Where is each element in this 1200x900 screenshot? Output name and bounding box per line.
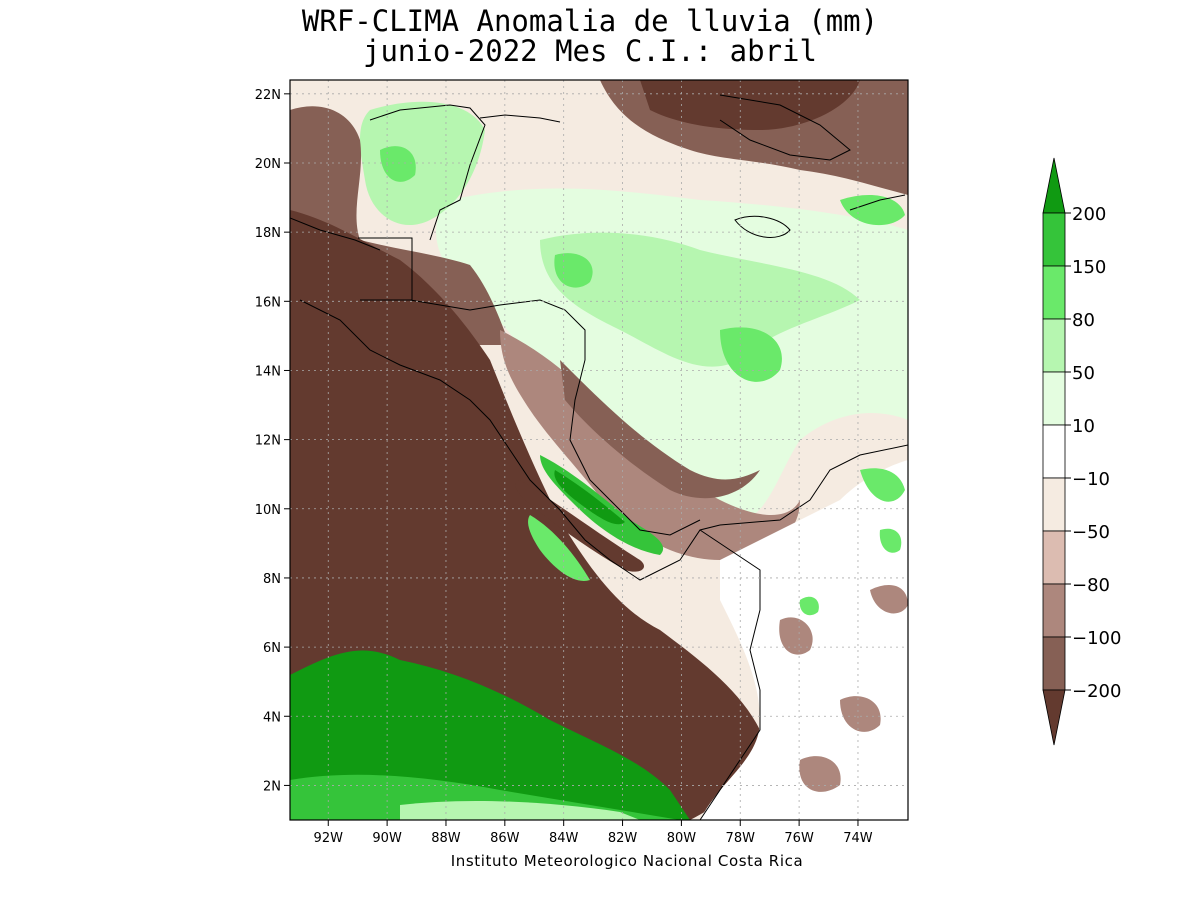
map-title: WRF-CLIMA Anomalia de lluvia (mm) xyxy=(301,4,879,38)
lat-tick-label: 14N xyxy=(255,364,281,379)
legend-level-label: −80 xyxy=(1072,575,1110,596)
longitude-axis: 92W 90W 88W 86W 84W 82W 80W 78W 76W 74W xyxy=(314,820,873,846)
map-frame xyxy=(289,79,909,821)
legend-swatch xyxy=(1042,583,1066,638)
grid-lines xyxy=(290,80,908,820)
lon-tick-label: 92W xyxy=(314,831,344,846)
lon-tick-label: 86W xyxy=(490,831,520,846)
coastlines xyxy=(290,94,908,820)
legend-swatch xyxy=(1042,424,1066,479)
legend-level-label: −10 xyxy=(1072,469,1110,490)
lat-tick-label: 8N xyxy=(263,572,281,587)
legend-level-label: −50 xyxy=(1072,522,1110,543)
lon-tick-label: 76W xyxy=(784,831,814,846)
legend-swatch xyxy=(1042,689,1066,746)
legend-swatch xyxy=(1042,318,1066,373)
legend-swatch xyxy=(1042,157,1066,214)
lon-tick-label: 90W xyxy=(372,831,402,846)
legend-swatch xyxy=(1042,636,1066,691)
southern-light-edge xyxy=(400,800,640,820)
legend-level-label: −100 xyxy=(1072,628,1121,649)
legend-swatch xyxy=(1042,530,1066,585)
legend-swatch xyxy=(1042,265,1066,320)
lat-tick-label: 18N xyxy=(255,226,281,241)
legend-level-label: 150 xyxy=(1072,257,1106,278)
legend-level-label: 10 xyxy=(1072,416,1095,437)
lat-tick-label: 4N xyxy=(263,710,281,725)
colombia-wet-patches xyxy=(799,468,905,616)
map-subtitle: junio-2022 Mes C.I.: abril xyxy=(363,34,817,68)
latitude-axis: 2N 4N 6N 8N 10N 12N 14N 16N 18N 20N 22N xyxy=(255,88,290,794)
costa-rica-dry-strip xyxy=(515,480,645,572)
legend-swatch xyxy=(1042,212,1066,267)
east-coast-dry xyxy=(560,360,760,499)
lat-tick-label: 16N xyxy=(255,295,281,310)
lon-tick-label: 80W xyxy=(667,831,697,846)
anomaly-field xyxy=(290,80,908,820)
costa-rica-wet-core xyxy=(554,470,625,525)
legend-swatch xyxy=(1042,371,1066,426)
legend-level-label: 80 xyxy=(1072,310,1095,331)
lon-tick-label: 84W xyxy=(549,831,579,846)
legend-level-label: 200 xyxy=(1072,204,1106,225)
lon-tick-label: 82W xyxy=(608,831,638,846)
legend-swatch xyxy=(1042,477,1066,532)
lon-tick-label: 74W xyxy=(843,831,873,846)
legend-level-label: 50 xyxy=(1072,363,1095,384)
caribbean-wet-patch xyxy=(540,232,860,367)
colombia-dry-patches xyxy=(779,585,908,792)
lat-tick-label: 12N xyxy=(255,434,281,449)
legend-level-label: −200 xyxy=(1072,681,1121,702)
lat-tick-label: 10N xyxy=(255,503,281,518)
lon-tick-label: 78W xyxy=(726,831,756,846)
lat-tick-label: 22N xyxy=(255,88,281,103)
caribbean-wet-core xyxy=(554,195,905,382)
lat-tick-label: 20N xyxy=(255,157,281,172)
lon-tick-label: 88W xyxy=(431,831,461,846)
lat-tick-label: 2N xyxy=(263,779,281,794)
lat-tick-label: 6N xyxy=(263,641,281,656)
pacific-coast-wet xyxy=(528,515,590,581)
credit-footer: Instituto Meteorologico Nacional Costa R… xyxy=(450,852,804,870)
yucatan-wet-area xyxy=(360,101,485,226)
color-legend: 200 150 80 50 10 −10 −50 −80 −100 −200 xyxy=(1042,157,1121,746)
yucatan-wet-core xyxy=(380,146,416,182)
